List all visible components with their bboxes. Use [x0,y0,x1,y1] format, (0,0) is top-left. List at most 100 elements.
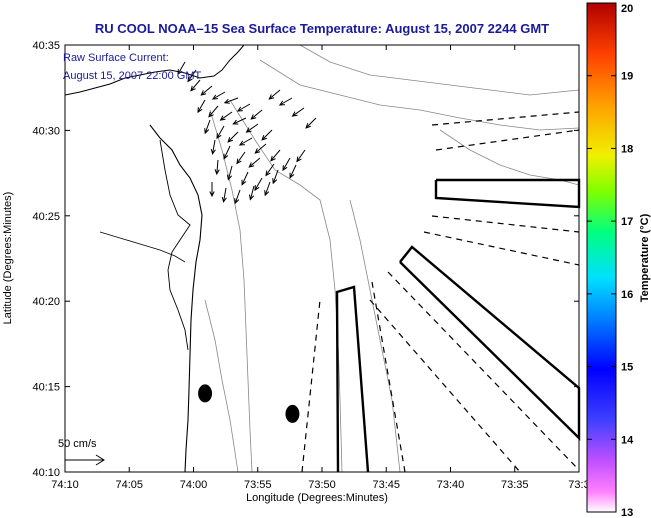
y-tick-label: 40:35 [32,40,60,52]
current-vector [187,69,197,82]
coastline-inlet [99,231,186,263]
colorbar-tick-label: 15 [621,362,633,374]
current-vector [282,157,291,171]
depth-contour [209,109,253,473]
colorbar-tick-label: 14 [621,434,634,446]
current-vector-head [214,169,220,176]
current-vector-head [272,178,278,185]
current-vector-head [232,119,239,125]
current-vector-head [223,153,229,160]
current-vector [248,157,261,168]
scale-arrow [65,454,105,466]
current-vector [254,143,267,154]
current-vector [220,111,233,121]
current-vector [227,165,233,180]
dashed-ray [431,215,580,233]
colorbar-tick-label: 20 [621,3,633,15]
current-vector-head [177,69,183,76]
current-vector [216,125,225,139]
current-vector-head [264,190,270,197]
y-tick-label: 40:15 [32,382,60,394]
x-tick-label: 73:55 [244,479,272,491]
current-vector-head [289,172,295,179]
coastline-north [64,44,245,96]
bathymetry-contours [204,44,580,473]
current-vector [296,149,306,162]
current-vector-head [254,148,261,154]
y-tick-label: 40:30 [32,125,60,137]
current-vector [264,181,271,196]
current-vector [227,131,239,143]
annotation-line-1: Raw Surface Current: [63,52,169,64]
x-tick-label: 73:3 [568,479,589,491]
wedge-outline [335,285,370,473]
x-tick-label: 74:00 [180,479,208,491]
current-vector [204,119,211,134]
dashed-ray [435,129,580,151]
current-vector [250,109,263,120]
x-tick-label: 73:40 [437,479,465,491]
current-vector [305,117,317,129]
colorbar-tick-label: 13 [621,507,633,518]
current-vector [270,149,281,162]
current-vector [289,164,297,178]
current-vector-head [282,165,288,172]
current-vector-head [245,127,252,133]
current-vector-head [216,133,222,140]
dashed-ray [369,299,521,473]
current-vector-head [238,140,245,146]
current-vector [254,177,263,191]
depth-contour [204,299,239,473]
current-vector [265,163,275,176]
colorbar-tick-label: 16 [621,289,633,301]
x-tick-label: 73:45 [372,479,400,491]
current-vector-head [190,85,196,92]
depth-contour [299,44,580,96]
depth-contour [349,199,401,473]
depth-contour [259,59,580,131]
current-vector-head [236,106,243,112]
current-vector-head [254,185,260,192]
y-axis-ticks: 40:35 40:30 40:25 40:20 40:15 40:10 [32,40,579,479]
colorbar [586,2,617,513]
current-vector [234,189,241,204]
current-vector [249,185,255,200]
dashed-ray [431,111,580,126]
x-axis-ticks: 74:10 74:05 74:00 73:55 73:50 73:45 73:40 73:35… [51,45,590,491]
buoy-marker [285,404,300,423]
y-tick-label: 40:25 [32,211,60,223]
coastline-shore [149,124,203,473]
current-vector [223,145,231,159]
current-vector [177,61,186,75]
current-vector [212,139,216,154]
current-vector [223,187,227,202]
current-vector-head [211,94,218,100]
buoy-markers [198,384,300,423]
current-vector [216,159,219,174]
current-vector-head [241,179,247,186]
current-vector-head [204,128,210,135]
current-vector [212,91,226,100]
current-vector [237,103,251,112]
current-vector-head [210,148,216,155]
current-vector-head [221,196,227,203]
dashed-ray [387,271,580,471]
current-vector-head [270,155,276,162]
current-vector-head [200,90,207,96]
current-vector-head [236,158,242,165]
colorbar-tick-label: 17 [621,216,633,228]
current-vector-head [187,76,193,83]
colorbar-label: Temperature (°C) [639,213,651,302]
x-tick-label: 74:10 [51,479,79,491]
current-vector [224,97,239,104]
dashed-ray [301,299,321,473]
current-vector [239,137,253,146]
y-axis-label: Latitude (Degrees:Minutes) [2,192,14,325]
current-vector-head [234,198,240,205]
coastline [64,44,245,473]
current-vector [261,129,273,141]
surface-current-vectors [177,61,317,205]
current-vector [197,99,206,113]
buoy-marker [198,384,213,403]
x-tick-label: 73:50 [308,479,336,491]
